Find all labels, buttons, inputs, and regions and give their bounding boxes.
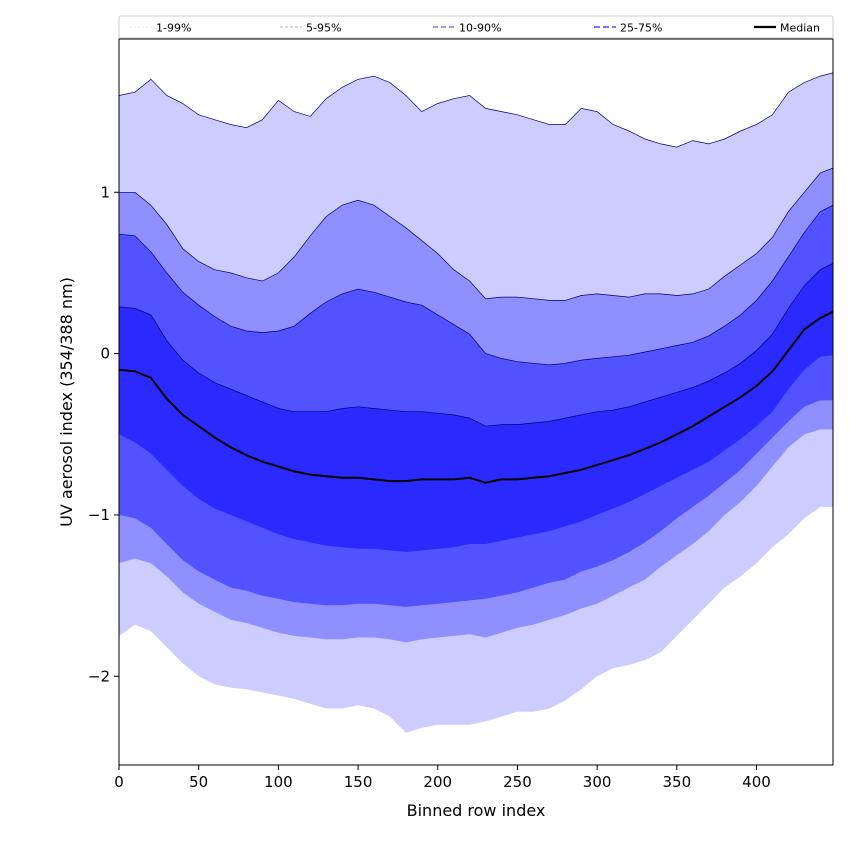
median-line	[119, 310, 833, 484]
y-tick-label: −1	[88, 506, 110, 524]
x-tick-label: 50	[189, 773, 208, 791]
legend: 1-99% 5-95% 10-90% 25-75% Median	[118, 15, 834, 39]
x-tick-label: 100	[264, 773, 293, 791]
band-edge-25-75	[119, 262, 833, 427]
y-axis-title: UV aerosol index (354/388 nm)	[57, 277, 76, 527]
band-edge-1-99	[119, 72, 833, 148]
x-tick-label: 300	[583, 773, 612, 791]
band-edge-5-95	[119, 167, 833, 301]
legend-label-5-95: 5-95%	[306, 22, 341, 35]
x-tick-label: 200	[423, 773, 452, 791]
band-edge-10-90	[119, 204, 833, 366]
x-tick-label: 350	[662, 773, 691, 791]
x-tick-label: 0	[114, 773, 124, 791]
legend-label-25-75: 25-75%	[620, 22, 662, 35]
axes: 0 50 100 150 200 250 300 350 400 −2 −1 0 1	[88, 38, 834, 791]
x-axis-title: Binned row index	[407, 801, 546, 820]
y-tick-label: −2	[88, 667, 110, 685]
legend-label-1-99: 1-99%	[156, 22, 191, 35]
y-tick-label: 0	[100, 345, 110, 363]
legend-box	[118, 15, 834, 39]
legend-label-median: Median	[780, 22, 820, 35]
legend-label-10-90: 10-90%	[459, 22, 501, 35]
x-tick-label: 150	[344, 773, 373, 791]
band-25-75	[119, 263, 833, 552]
y-tick-label: 1	[100, 183, 110, 201]
axes-frame	[118, 38, 834, 766]
x-tick-label: 250	[503, 773, 532, 791]
plot-area	[119, 72, 833, 733]
x-tick-label: 400	[742, 773, 771, 791]
